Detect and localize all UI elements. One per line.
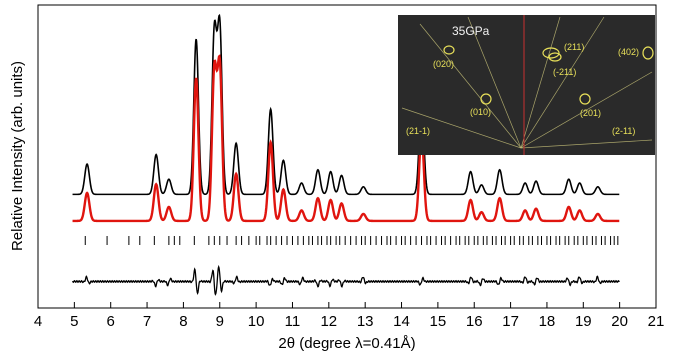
x-tick-label: 13 xyxy=(357,313,374,330)
plot-frame xyxy=(37,4,657,309)
inset-spot-marker xyxy=(579,93,591,105)
x-tick-label: 19 xyxy=(575,313,592,330)
x-tick-label: 14 xyxy=(393,313,410,330)
inset-spot-label: (020) xyxy=(433,59,454,69)
x-tick-label: 7 xyxy=(143,313,151,330)
inset-spot-label: (-211) xyxy=(553,67,576,77)
inset-spot-marker xyxy=(548,52,562,62)
inset-guide-line xyxy=(419,23,522,149)
difference-curve xyxy=(71,264,620,296)
inset-pressure-label: 35GPa xyxy=(452,24,490,38)
x-tick-label: 16 xyxy=(466,313,483,330)
inset-spot-label: (2-11) xyxy=(612,126,635,136)
inset-spot-label: (211) xyxy=(564,42,584,52)
reflection-ticks xyxy=(84,236,619,245)
inset-guide-line xyxy=(520,71,653,149)
x-tick-label: 5 xyxy=(70,313,78,330)
inset-spots: (020) (010) (211) (-211) (201) (402) (21-1) (2-… xyxy=(406,42,654,136)
inset-background xyxy=(398,15,655,155)
y-axis-title: Relative Intensity (arb. units) xyxy=(9,61,26,251)
x-tick-label: 17 xyxy=(502,313,519,330)
inset-spot-marker xyxy=(542,47,560,59)
x-axis-ticks: 4 5 6 7 8 9 10 11 12 13 14 15 16 17 18 19 20 21 xyxy=(34,302,665,330)
inset-guide-line xyxy=(520,16,561,149)
x-tick-label: 20 xyxy=(611,313,628,330)
x-tick-label: 9 xyxy=(216,313,224,330)
inset-guide-line xyxy=(467,16,522,149)
inset-spot-label: (201) xyxy=(580,108,601,118)
x-tick-label: 4 xyxy=(34,313,42,330)
inset-guide-line xyxy=(520,139,653,149)
x-tick-label: 10 xyxy=(248,313,265,330)
inset-spot-marker xyxy=(480,93,492,105)
x-tick-label: 11 xyxy=(285,313,301,330)
x-tick-label: 12 xyxy=(320,313,337,330)
inset-spot-marker xyxy=(443,45,455,55)
inset-spot-label: (010) xyxy=(470,107,491,117)
inset-spot-label: (402) xyxy=(618,47,639,57)
x-axis-title: 2θ (degree λ=0.41Å) xyxy=(278,335,415,352)
x-tick-label: 8 xyxy=(179,313,187,330)
x-tick-label: 15 xyxy=(430,313,447,330)
plot-series xyxy=(71,13,620,296)
diffraction-image-inset: (020) (010) (211) (-211) (201) (402) (21-1) (2-… xyxy=(398,15,655,155)
inset-guide-line xyxy=(401,107,522,149)
inset-guide-lines xyxy=(401,15,653,155)
inset-guide-line xyxy=(520,16,605,149)
observed-pattern xyxy=(72,13,620,196)
inset-spot-label: (21-1) xyxy=(406,126,430,136)
inset-spot-marker xyxy=(642,46,654,60)
x-tick-label: 21 xyxy=(648,313,665,330)
calculated-pattern xyxy=(72,54,620,223)
x-tick-label: 6 xyxy=(107,313,115,330)
x-tick-label: 18 xyxy=(539,313,556,330)
